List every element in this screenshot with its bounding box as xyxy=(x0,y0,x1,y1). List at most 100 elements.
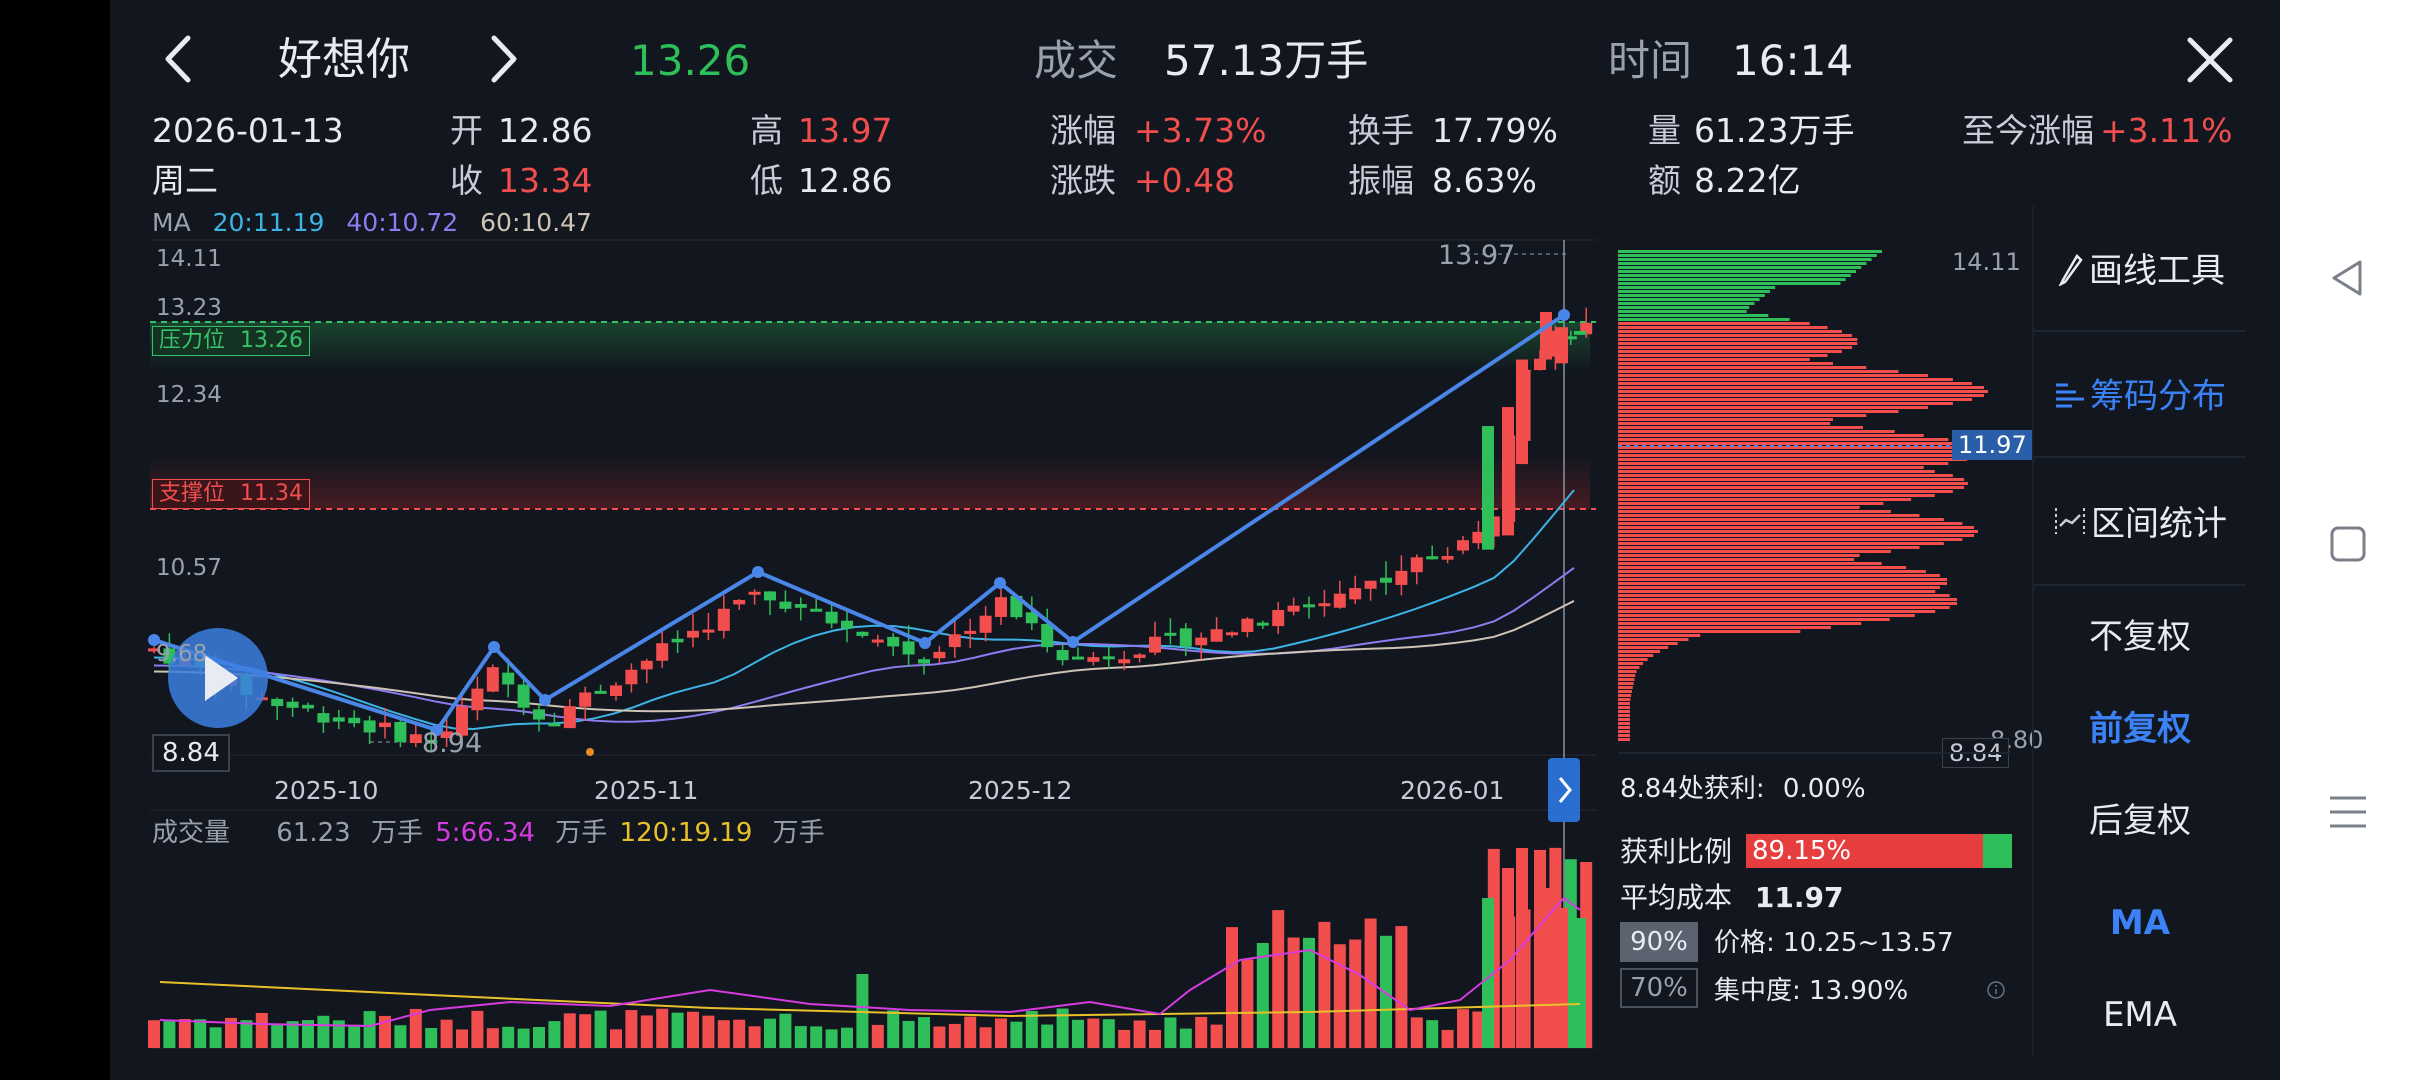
volume-legend-label: 成交量 xyxy=(152,818,231,848)
nav-back-icon[interactable] xyxy=(2328,258,2368,302)
sidebar-item-draw-tools[interactable]: 画线工具 xyxy=(2035,250,2245,292)
sidebar-item-range-stats[interactable]: 区间统计 xyxy=(2035,504,2245,544)
chip-bar xyxy=(1618,686,1633,689)
system-nav-bar xyxy=(2280,0,2412,1080)
profit-at-value: 0.00% xyxy=(1782,774,1866,804)
p90-badge[interactable]: 90% xyxy=(1620,922,1698,962)
chip-bar xyxy=(1618,406,1928,409)
candle-body xyxy=(1272,609,1285,627)
candle-body xyxy=(964,630,977,634)
chip-bar xyxy=(1618,498,1912,501)
candle-body xyxy=(1441,555,1454,560)
sidebar-divider-3 xyxy=(2034,584,2246,586)
chip-bar xyxy=(1618,590,1936,593)
volume-bar xyxy=(1482,898,1494,1048)
candle-body xyxy=(471,688,484,711)
date-axis-2026-01: 2026-01 xyxy=(1400,776,1505,805)
ma-lines xyxy=(153,489,1575,730)
chip-bar xyxy=(1618,502,1884,505)
back-chevron-icon[interactable] xyxy=(160,34,194,91)
chip-bar xyxy=(1618,262,1867,265)
chg-label: 涨跌 xyxy=(1050,161,1116,200)
volume-bar xyxy=(286,1021,299,1048)
candle-body xyxy=(1025,612,1038,624)
play-overlay-button[interactable] xyxy=(168,628,268,728)
support-tag-label: 支撑位 xyxy=(159,481,226,506)
sidebar-item-forward-adjust[interactable]: 前复权 xyxy=(2089,709,2191,749)
next-chevron-icon[interactable] xyxy=(488,34,522,91)
turnover-value: 17.79% xyxy=(1432,111,1558,150)
chip-bar xyxy=(1618,338,1858,341)
volume-bar xyxy=(733,1019,746,1048)
close-icon[interactable] xyxy=(2186,36,2234,88)
current-price: 13.26 xyxy=(630,36,751,85)
chip-bar xyxy=(1618,582,1948,585)
chip-bar xyxy=(1618,398,1972,401)
date-axis-2025-12: 2025-12 xyxy=(968,776,1073,805)
volume-bar xyxy=(841,1027,853,1048)
chip-bar xyxy=(1618,346,1853,349)
low-price-label: 8.94 xyxy=(422,728,483,759)
candle-body xyxy=(717,608,730,631)
candle-body xyxy=(1318,603,1331,607)
chip-bar xyxy=(1618,326,1828,329)
chip-bar xyxy=(1618,374,1928,377)
chip-bar xyxy=(1618,414,1867,417)
high-value: 13.97 xyxy=(798,111,893,150)
chip-bar xyxy=(1618,462,1949,465)
candle-body xyxy=(810,608,823,612)
chip-distribution-chart[interactable] xyxy=(1618,230,2018,750)
profit-ratio-value: 89.15% xyxy=(1752,836,1852,866)
profit-ratio-bar: 89.15% xyxy=(1746,834,2012,868)
candle-body xyxy=(764,591,776,601)
volume-bar xyxy=(1426,1020,1439,1048)
volume-bar xyxy=(918,1017,930,1048)
p70-badge[interactable]: 70% xyxy=(1620,968,1698,1008)
candle-body xyxy=(1534,358,1546,371)
volume-bar xyxy=(594,1010,607,1048)
candle-body xyxy=(1256,622,1269,626)
turnover-label: 换手 xyxy=(1348,111,1414,150)
sidebar-item-chip-distribution[interactable]: 筹码分布 xyxy=(2035,378,2245,415)
chip-bar xyxy=(1618,718,1630,721)
chip-bar xyxy=(1618,366,1867,369)
candle-body xyxy=(1472,531,1485,544)
nav-menu-icon[interactable] xyxy=(2328,792,2368,836)
volume-label: 成交 xyxy=(1034,36,1119,85)
volume-bar xyxy=(687,1011,699,1048)
candle-body xyxy=(948,634,961,648)
amount-label: 额 xyxy=(1648,161,1681,200)
chip-bar xyxy=(1618,674,1636,677)
chip-bar xyxy=(1618,254,1877,257)
sidebar-item-ma[interactable]: MA xyxy=(2109,903,2171,943)
candle-body xyxy=(1241,618,1254,632)
chip-bar xyxy=(1618,410,1899,413)
chip-bar xyxy=(1618,490,1953,493)
volume-legend-ma5: 5:66.34 xyxy=(435,818,535,848)
volume-bar xyxy=(794,1026,807,1048)
chip-bar xyxy=(1618,706,1630,709)
chip-bar xyxy=(1618,598,1958,601)
chip-bar xyxy=(1618,650,1661,653)
sidebar-item-backward-adjust[interactable]: 后复权 xyxy=(2089,801,2191,841)
chip-bar xyxy=(1618,458,1968,461)
chip-bar xyxy=(1618,450,1983,453)
chip-bar xyxy=(1618,566,1907,569)
support-tag: 支撑位 11.34 xyxy=(152,479,310,510)
expand-tab[interactable] xyxy=(1548,758,1580,822)
candle-body xyxy=(1502,407,1514,536)
candle-body xyxy=(1087,657,1100,662)
nav-home-icon[interactable] xyxy=(2330,526,2366,566)
candle-body xyxy=(409,734,422,744)
chip-bar xyxy=(1618,294,1765,297)
time-value: 16:14 xyxy=(1732,36,1854,85)
candle-body xyxy=(548,723,561,727)
candle-body xyxy=(1133,654,1146,658)
candle-body xyxy=(456,706,468,736)
chip-bar xyxy=(1618,738,1630,741)
sidebar-item-ema[interactable]: EMA xyxy=(2102,995,2178,1035)
info-icon[interactable] xyxy=(1986,980,2006,1004)
sidebar-item-no-adjust[interactable]: 不复权 xyxy=(2089,617,2191,657)
chip-bar xyxy=(1618,626,1831,629)
kline-chart[interactable] xyxy=(110,0,1610,1080)
